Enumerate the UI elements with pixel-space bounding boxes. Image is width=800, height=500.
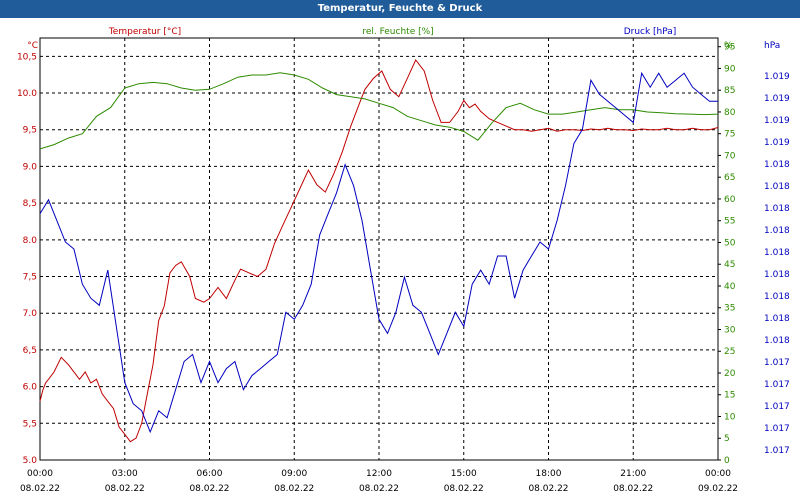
humidity-tick-label: 65 — [724, 173, 735, 183]
humidity-axis-label: rel. Feuchte [%] — [362, 27, 433, 37]
pressure-tick-label: 1.017 — [764, 380, 790, 390]
temperature-tick-label: 10.0 — [17, 89, 37, 99]
temperature-unit: °C — [27, 41, 38, 51]
pressure-tick-label: 1.019 — [764, 72, 790, 82]
humidity-tick-label: 10 — [724, 412, 736, 422]
x-tick-time: 18:00 — [536, 469, 562, 479]
x-tick-date: 08.02.22 — [189, 484, 229, 494]
pressure-tick-label: 1.018 — [764, 336, 790, 346]
pressure-tick-label: 1.018 — [764, 226, 790, 236]
pressure-tick-label: 1.018 — [764, 182, 790, 192]
axes-group: 00:00 08.02.22 03:00 08.02.22 06:00 08.02.22 0… — [17, 43, 790, 494]
x-tick-time: 03:00 — [112, 469, 138, 479]
series-line-humidity — [39, 72, 719, 150]
temperature-tick-label: 5,5 — [23, 419, 37, 429]
pressure-tick-label: 1.018 — [764, 204, 790, 214]
chart-title: Temperatur, Feuchte & Druck — [0, 0, 800, 18]
humidity-tick-label: 0 — [724, 456, 730, 466]
series-group — [39, 59, 719, 443]
x-tick-time: 21:00 — [620, 469, 646, 479]
humidity-tick-label: 25 — [724, 347, 735, 357]
pressure-tick-label: 1.017 — [764, 358, 790, 368]
pressure-tick-label: 1.019 — [764, 138, 790, 148]
humidity-tick-label: 60 — [724, 195, 736, 205]
humidity-tick-label: 15 — [724, 391, 735, 401]
x-tick-time: 00:00 — [27, 469, 53, 479]
humidity-tick-label: 55 — [724, 217, 735, 227]
x-tick-date: 08.02.22 — [359, 484, 399, 494]
temperature-axis-label: Temperatur [°C] — [108, 27, 181, 37]
grid-lines — [40, 38, 718, 460]
temperature-tick-label: 10,5 — [17, 52, 37, 62]
humidity-tick-label: 5 — [724, 434, 730, 444]
x-tick-date: 08.02.22 — [528, 484, 568, 494]
pressure-tick-label: 1.019 — [764, 94, 790, 104]
temperature-tick-label: 8,5 — [23, 199, 37, 209]
temperature-tick-label: 9.0 — [23, 162, 38, 172]
humidity-tick-label: 20 — [724, 369, 736, 379]
humidity-tick-label: 40 — [724, 282, 736, 292]
pressure-tick-label: 1.019 — [764, 116, 790, 126]
temperature-tick-label: 6.0 — [23, 383, 38, 393]
pressure-tick-label: 1.017 — [764, 402, 790, 412]
pressure-unit: hPa — [764, 41, 780, 51]
x-tick-date: 09.02.22 — [698, 484, 738, 494]
humidity-tick-label: 45 — [724, 260, 735, 270]
humidity-tick-label: 80 — [724, 108, 736, 118]
series-line-pressure — [39, 71, 718, 434]
x-tick-date: 08.02.22 — [613, 484, 653, 494]
humidity-tick-label: 95 — [724, 43, 735, 53]
x-tick-date: 08.02.22 — [105, 484, 145, 494]
pressure-tick-label: 1.018 — [764, 270, 790, 280]
x-tick-date: 08.02.22 — [20, 484, 60, 494]
humidity-tick-label: 75 — [724, 130, 735, 140]
pressure-tick-label: 1.017 — [764, 446, 790, 456]
series-line-temperature — [39, 59, 719, 443]
temperature-tick-label: 8.0 — [23, 236, 38, 246]
humidity-tick-label: 30 — [724, 325, 736, 335]
temperature-tick-label: 7,5 — [23, 273, 37, 283]
temperature-tick-label: 7.0 — [23, 309, 38, 319]
pressure-tick-label: 1.017 — [764, 424, 790, 434]
x-tick-time: 15:00 — [451, 469, 477, 479]
x-tick-time: 09:00 — [281, 469, 307, 479]
humidity-tick-label: 70 — [724, 151, 736, 161]
humidity-tick-label: 85 — [724, 86, 735, 96]
x-tick-time: 00:00 — [705, 469, 731, 479]
x-tick-date: 08.02.22 — [274, 484, 314, 494]
temperature-tick-label: 5.0 — [23, 456, 38, 466]
x-tick-time: 12:00 — [366, 469, 392, 479]
pressure-tick-label: 1.018 — [764, 314, 790, 324]
humidity-tick-label: 50 — [724, 238, 736, 248]
temperature-tick-label: 6,5 — [23, 346, 37, 356]
x-tick-date: 08.02.22 — [444, 484, 484, 494]
temperature-tick-label: 9,5 — [23, 126, 37, 136]
pressure-tick-label: 1.018 — [764, 160, 790, 170]
humidity-tick-label: 90 — [724, 64, 736, 74]
humidity-tick-label: 35 — [724, 304, 735, 314]
pressure-tick-label: 1.018 — [764, 248, 790, 258]
pressure-axis-label: Druck [hPa] — [624, 27, 677, 37]
humidity-unit: % — [724, 41, 733, 51]
pressure-tick-label: 1.018 — [764, 292, 790, 302]
x-tick-time: 06:00 — [197, 469, 223, 479]
